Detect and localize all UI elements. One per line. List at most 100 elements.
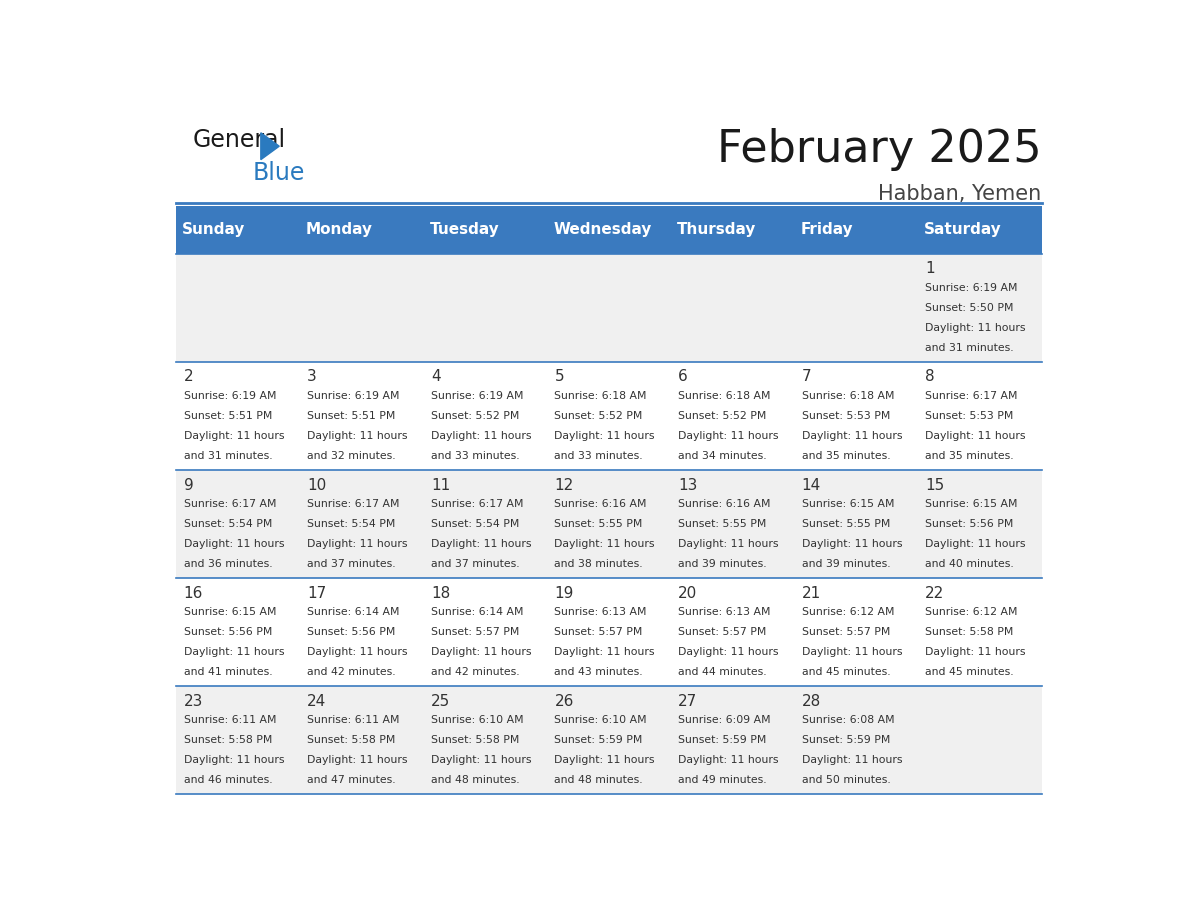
Text: 12: 12 [555, 477, 574, 493]
Text: Habban, Yemen: Habban, Yemen [878, 185, 1042, 205]
Bar [423, 206, 546, 253]
Text: Sunrise: 6:09 AM: Sunrise: 6:09 AM [678, 715, 771, 725]
Text: Sunrise: 6:17 AM: Sunrise: 6:17 AM [431, 499, 523, 509]
Text: and 39 minutes.: and 39 minutes. [678, 559, 766, 569]
Text: and 31 minutes.: and 31 minutes. [183, 451, 272, 461]
Text: and 43 minutes.: and 43 minutes. [555, 667, 643, 677]
Text: Friday: Friday [801, 222, 853, 237]
Text: Sunrise: 6:19 AM: Sunrise: 6:19 AM [183, 391, 276, 401]
Text: Sunset: 5:57 PM: Sunset: 5:57 PM [431, 627, 519, 637]
Text: and 39 minutes.: and 39 minutes. [802, 559, 890, 569]
Text: Sunset: 5:52 PM: Sunset: 5:52 PM [678, 411, 766, 421]
Text: Sunrise: 6:10 AM: Sunrise: 6:10 AM [431, 715, 524, 725]
Text: Sunrise: 6:11 AM: Sunrise: 6:11 AM [183, 715, 276, 725]
Text: 4: 4 [431, 369, 441, 385]
Text: Sunset: 5:55 PM: Sunset: 5:55 PM [802, 520, 890, 529]
Text: and 45 minutes.: and 45 minutes. [925, 667, 1015, 677]
Text: Monday: Monday [307, 222, 373, 237]
Text: Sunset: 5:53 PM: Sunset: 5:53 PM [802, 411, 890, 421]
Text: Daylight: 11 hours: Daylight: 11 hours [678, 431, 778, 441]
Text: and 45 minutes.: and 45 minutes. [802, 667, 890, 677]
Text: and 50 minutes.: and 50 minutes. [802, 776, 891, 786]
Text: Daylight: 11 hours: Daylight: 11 hours [678, 647, 778, 657]
Text: Sunrise: 6:18 AM: Sunrise: 6:18 AM [678, 391, 771, 401]
Text: and 32 minutes.: and 32 minutes. [308, 451, 396, 461]
Text: Daylight: 11 hours: Daylight: 11 hours [555, 756, 655, 766]
Text: and 37 minutes.: and 37 minutes. [431, 559, 519, 569]
Text: Sunset: 5:58 PM: Sunset: 5:58 PM [925, 627, 1013, 637]
Bar [176, 687, 1042, 794]
Text: and 36 minutes.: and 36 minutes. [183, 559, 272, 569]
Text: Daylight: 11 hours: Daylight: 11 hours [555, 647, 655, 657]
Text: and 44 minutes.: and 44 minutes. [678, 667, 766, 677]
Text: Daylight: 11 hours: Daylight: 11 hours [183, 647, 284, 657]
Text: and 40 minutes.: and 40 minutes. [925, 559, 1015, 569]
Text: Sunset: 5:55 PM: Sunset: 5:55 PM [555, 520, 643, 529]
Text: and 38 minutes.: and 38 minutes. [555, 559, 643, 569]
Text: 24: 24 [308, 694, 327, 709]
Text: 8: 8 [925, 369, 935, 385]
Text: Sunrise: 6:16 AM: Sunrise: 6:16 AM [678, 499, 771, 509]
Text: Sunset: 5:56 PM: Sunset: 5:56 PM [308, 627, 396, 637]
Text: Daylight: 11 hours: Daylight: 11 hours [802, 539, 902, 549]
Text: 2: 2 [183, 369, 194, 385]
Text: 17: 17 [308, 586, 327, 600]
Text: Daylight: 11 hours: Daylight: 11 hours [802, 431, 902, 441]
Text: Sunset: 5:58 PM: Sunset: 5:58 PM [183, 735, 272, 745]
Text: 10: 10 [308, 477, 327, 493]
Text: Sunrise: 6:12 AM: Sunrise: 6:12 AM [802, 608, 895, 617]
Text: Daylight: 11 hours: Daylight: 11 hours [183, 539, 284, 549]
Text: and 33 minutes.: and 33 minutes. [431, 451, 519, 461]
Text: Sunset: 5:50 PM: Sunset: 5:50 PM [925, 303, 1013, 313]
Text: and 46 minutes.: and 46 minutes. [183, 776, 272, 786]
Text: Sunrise: 6:13 AM: Sunrise: 6:13 AM [555, 608, 647, 617]
Text: Sunrise: 6:14 AM: Sunrise: 6:14 AM [308, 608, 399, 617]
Bar [176, 578, 1042, 687]
Text: Sunday: Sunday [182, 222, 246, 237]
Text: Sunset: 5:55 PM: Sunset: 5:55 PM [678, 520, 766, 529]
Text: Sunset: 5:58 PM: Sunset: 5:58 PM [431, 735, 519, 745]
Text: Sunset: 5:51 PM: Sunset: 5:51 PM [183, 411, 272, 421]
Text: Sunset: 5:54 PM: Sunset: 5:54 PM [183, 520, 272, 529]
Text: Saturday: Saturday [924, 222, 1001, 237]
Text: and 42 minutes.: and 42 minutes. [308, 667, 396, 677]
Text: 13: 13 [678, 477, 697, 493]
Text: Sunset: 5:59 PM: Sunset: 5:59 PM [555, 735, 643, 745]
Text: 23: 23 [183, 694, 203, 709]
Text: 15: 15 [925, 477, 944, 493]
Text: and 48 minutes.: and 48 minutes. [431, 776, 519, 786]
Text: Daylight: 11 hours: Daylight: 11 hours [925, 431, 1026, 441]
Text: 26: 26 [555, 694, 574, 709]
Text: Sunrise: 6:17 AM: Sunrise: 6:17 AM [183, 499, 276, 509]
Text: Sunrise: 6:17 AM: Sunrise: 6:17 AM [925, 391, 1018, 401]
Text: Sunset: 5:54 PM: Sunset: 5:54 PM [431, 520, 519, 529]
Text: 18: 18 [431, 586, 450, 600]
Bar [299, 206, 423, 253]
Text: Blue: Blue [253, 161, 305, 185]
Text: Sunrise: 6:10 AM: Sunrise: 6:10 AM [555, 715, 647, 725]
Bar [176, 206, 299, 253]
Text: and 42 minutes.: and 42 minutes. [431, 667, 519, 677]
Text: Sunset: 5:58 PM: Sunset: 5:58 PM [308, 735, 396, 745]
Text: Sunrise: 6:14 AM: Sunrise: 6:14 AM [431, 608, 523, 617]
Text: and 33 minutes.: and 33 minutes. [555, 451, 643, 461]
Text: Sunrise: 6:11 AM: Sunrise: 6:11 AM [308, 715, 399, 725]
Text: 6: 6 [678, 369, 688, 385]
Text: 19: 19 [555, 586, 574, 600]
Text: and 41 minutes.: and 41 minutes. [183, 667, 272, 677]
Text: Sunrise: 6:18 AM: Sunrise: 6:18 AM [802, 391, 895, 401]
Text: 7: 7 [802, 369, 811, 385]
Text: Sunset: 5:53 PM: Sunset: 5:53 PM [925, 411, 1013, 421]
Text: Sunset: 5:52 PM: Sunset: 5:52 PM [431, 411, 519, 421]
Text: Daylight: 11 hours: Daylight: 11 hours [431, 431, 531, 441]
Text: Sunset: 5:51 PM: Sunset: 5:51 PM [308, 411, 396, 421]
Text: Sunrise: 6:19 AM: Sunrise: 6:19 AM [308, 391, 399, 401]
Text: Daylight: 11 hours: Daylight: 11 hours [678, 756, 778, 766]
Text: 5: 5 [555, 369, 564, 385]
Text: 11: 11 [431, 477, 450, 493]
Text: Daylight: 11 hours: Daylight: 11 hours [431, 647, 531, 657]
Text: Daylight: 11 hours: Daylight: 11 hours [925, 539, 1026, 549]
Text: and 34 minutes.: and 34 minutes. [678, 451, 766, 461]
Text: Sunrise: 6:19 AM: Sunrise: 6:19 AM [431, 391, 523, 401]
Text: Sunset: 5:57 PM: Sunset: 5:57 PM [555, 627, 643, 637]
